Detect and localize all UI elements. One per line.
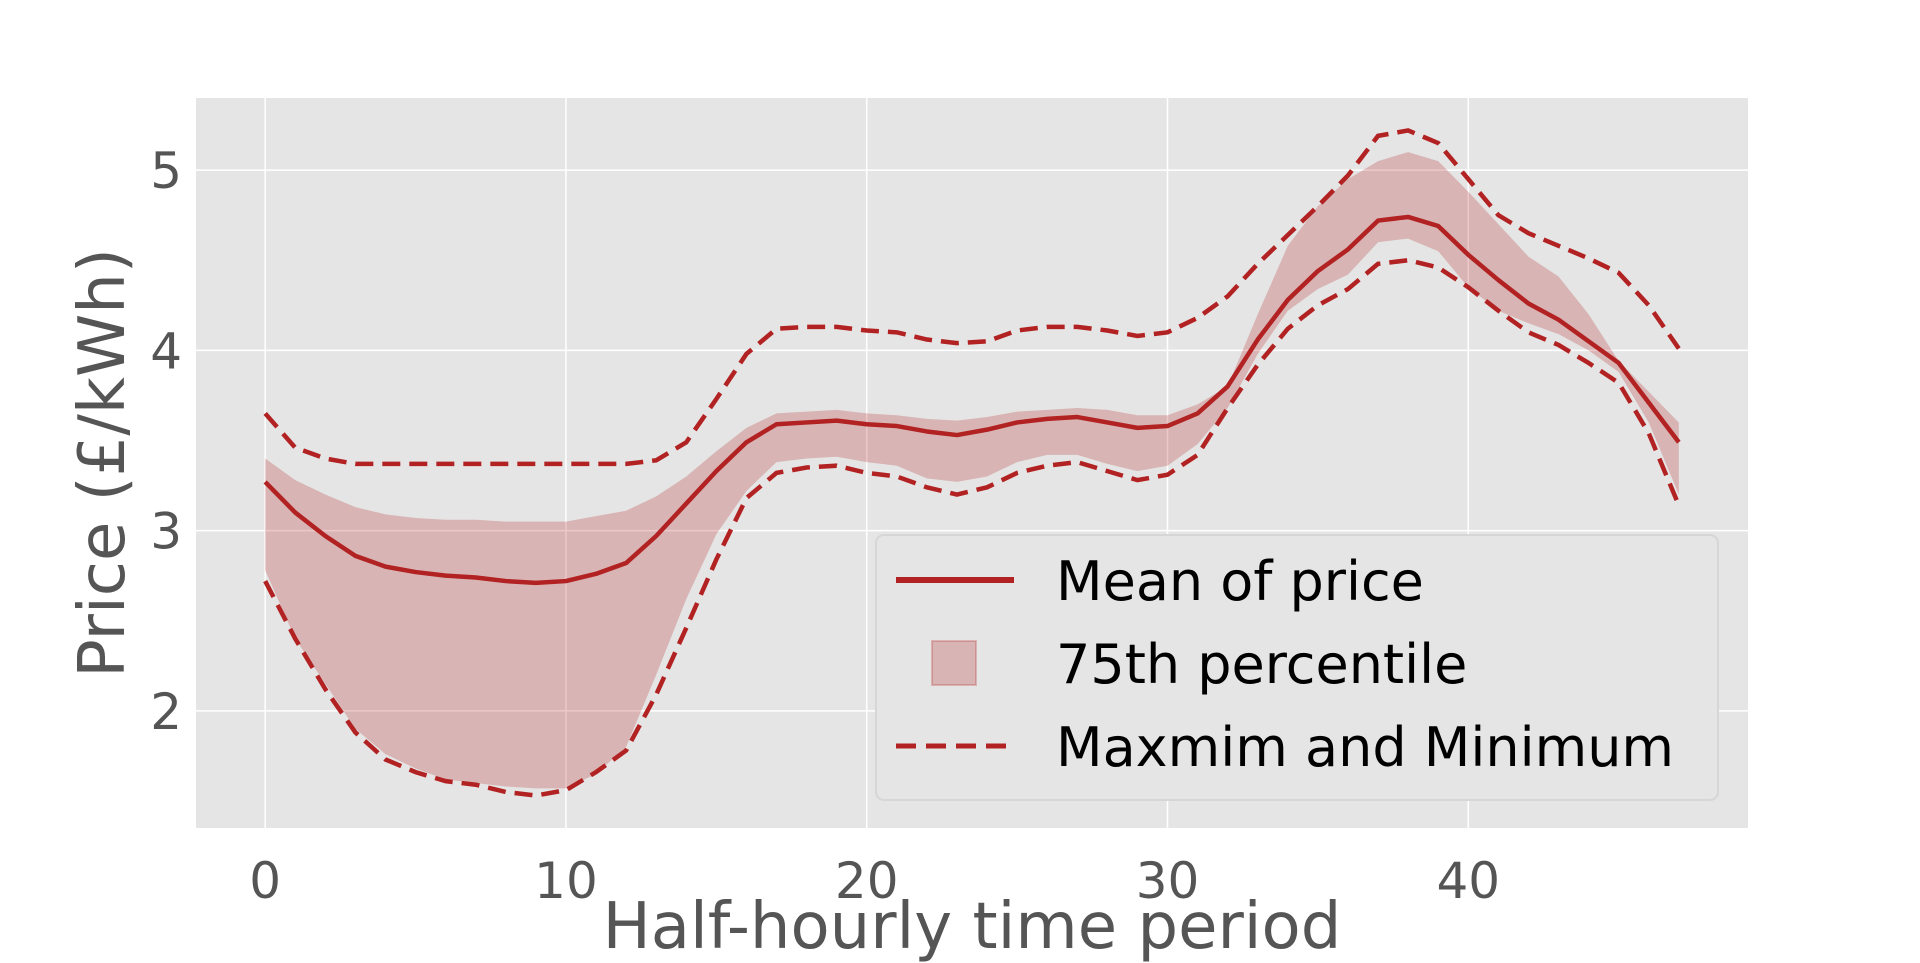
legend-mean-label: Mean of price — [1056, 550, 1424, 613]
y-tick-label: 2 — [150, 683, 182, 741]
x-tick-label: 10 — [534, 852, 598, 910]
legend-band-swatch — [931, 640, 977, 686]
legend-band-label: 75th percentile — [1056, 633, 1467, 696]
x-tick-label: 20 — [835, 852, 899, 910]
x-tick-label: 0 — [249, 852, 281, 910]
x-tick-label: 30 — [1136, 852, 1200, 910]
x-tick-label: 40 — [1436, 852, 1500, 910]
y-axis-label: Price (£/kWh) — [66, 248, 140, 678]
y-tick-label: 3 — [150, 503, 182, 561]
percentile-band — [265, 152, 1679, 789]
maximum-line — [263, 128, 1681, 467]
legend-box — [875, 534, 1719, 801]
x-tick-labels: 0 10 20 30 40 — [249, 852, 1500, 910]
legend: Mean of price 75th percentile Maxmim and… — [875, 534, 1719, 801]
y-tick-labels: 2 3 4 5 — [150, 142, 182, 741]
minimum-line — [263, 257, 1681, 798]
y-tick-label: 4 — [150, 322, 182, 380]
legend-range-label: Maxmim and Minimum — [1056, 716, 1674, 779]
percentile-band-layer — [265, 152, 1679, 789]
series-line-layer — [263, 128, 1681, 798]
mean-price-line — [263, 214, 1681, 586]
x-axis-label: Half-hourly time period — [603, 890, 1342, 963]
y-tick-label: 5 — [150, 142, 182, 200]
